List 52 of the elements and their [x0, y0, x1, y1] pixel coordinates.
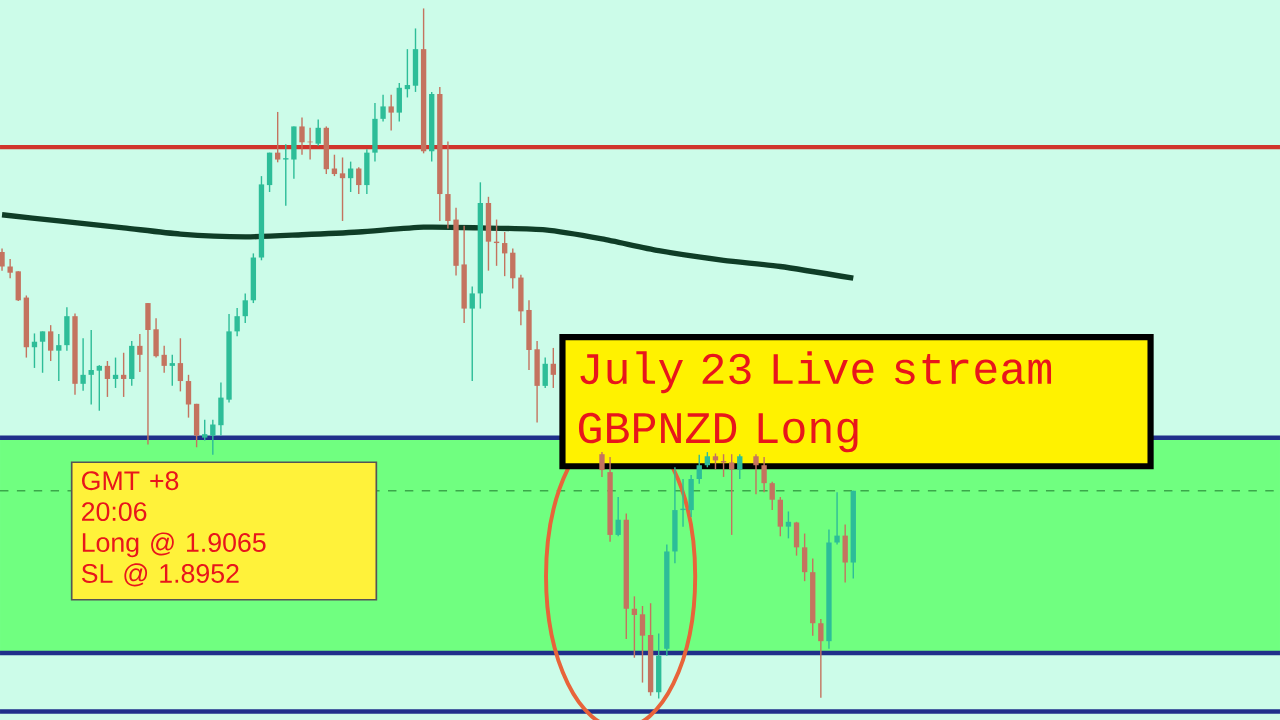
candlestick [729, 453, 735, 536]
candlestick [177, 337, 184, 393]
candlestick [737, 453, 743, 480]
candlestick [785, 510, 792, 540]
candlestick [39, 330, 46, 374]
candlestick [169, 354, 175, 387]
candlestick [469, 285, 475, 382]
candlestick [185, 374, 192, 419]
candlestick [56, 333, 62, 382]
candlestick [161, 345, 167, 374]
candlestick [275, 111, 281, 164]
candlestick [96, 364, 102, 412]
candlestick [818, 618, 824, 699]
candlestick [234, 307, 240, 337]
annotation: 20:06 [82, 502, 147, 522]
candlestick [639, 605, 646, 684]
candlestick [356, 166, 362, 195]
candlestick [299, 116, 305, 156]
annotation: SL @ 1.8952 [81, 563, 239, 587]
candlestick [404, 48, 411, 99]
annotation: July 23 Live stream [580, 351, 1052, 394]
candlestick [696, 454, 702, 485]
candlestick [380, 93, 386, 123]
candlestick [631, 595, 638, 659]
candlestick [112, 356, 119, 389]
candlestick [542, 356, 548, 389]
candlestick [104, 360, 111, 398]
annotation: Long @ 1.9065 [82, 532, 266, 558]
candlestick [137, 333, 143, 373]
candlestick [120, 352, 127, 398]
candlestick [834, 491, 840, 546]
candlestick [388, 93, 394, 132]
candlestick [210, 418, 216, 456]
candlestick [753, 453, 759, 495]
candlestick [615, 496, 621, 538]
candlestick [339, 156, 346, 222]
annotation: GBPNZD Long [578, 412, 858, 453]
candlestick [599, 451, 605, 478]
candlestick [502, 231, 508, 277]
candlestick [80, 337, 86, 392]
candlestick [88, 329, 94, 406]
candlestick [769, 481, 775, 511]
candlestick [550, 347, 556, 389]
candlestick [0, 247, 5, 272]
annotation: GMT +8 [82, 471, 179, 491]
candlestick [242, 292, 248, 324]
candlestick [202, 418, 208, 442]
candlestick [761, 456, 767, 493]
candlestick [315, 118, 321, 147]
candlestick [48, 324, 54, 362]
candlestick [7, 258, 13, 279]
candlestick [283, 143, 289, 207]
